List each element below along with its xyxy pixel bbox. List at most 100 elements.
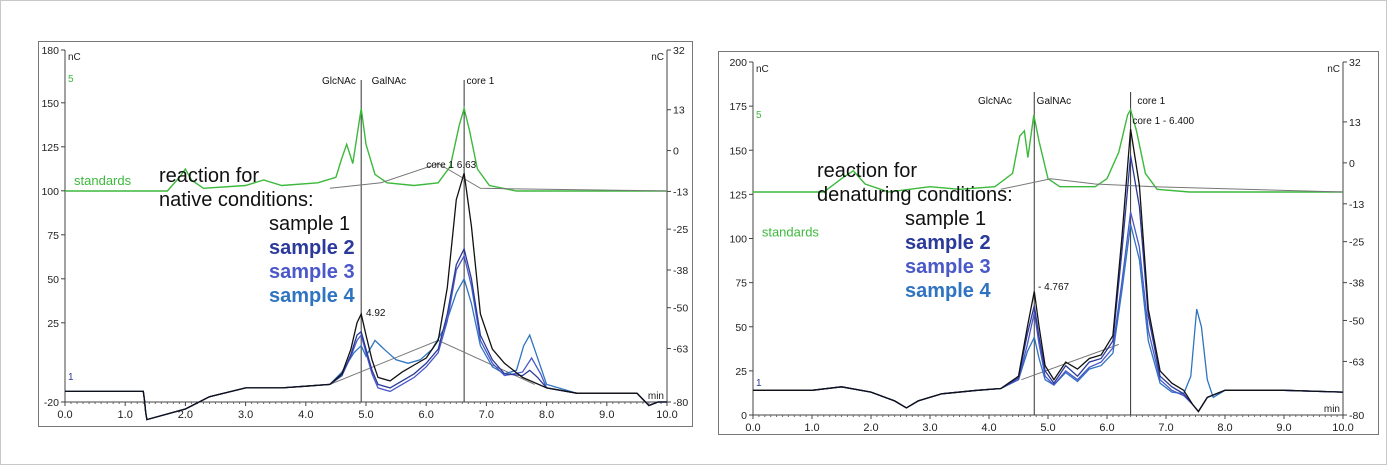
- sample-trace: [753, 224, 1344, 409]
- y-tick-label: 0: [741, 410, 747, 422]
- peak-label-galnac: GalNAc: [372, 76, 406, 87]
- x-tick-label: 5.0: [1040, 422, 1055, 434]
- y2-tick-label: -38: [673, 265, 688, 277]
- x-tick-label: 8.0: [1217, 422, 1232, 434]
- y2-tick-label: -38: [1349, 278, 1364, 290]
- y2-tick-label: -63: [1349, 356, 1364, 368]
- y2-tick-label: -13: [1349, 199, 1364, 211]
- y-tick-label: 180: [41, 45, 59, 57]
- y-tick-label: 50: [47, 274, 59, 286]
- x-tick-label: 4.0: [298, 409, 313, 421]
- legend-item: sample 1: [269, 213, 350, 235]
- standards-label: standards: [74, 173, 132, 188]
- y-axis-label: nC: [756, 64, 769, 75]
- y2-tick-label: -50: [1349, 315, 1364, 327]
- x-tick-label: 3.0: [922, 422, 937, 434]
- x-tick-label: 7.0: [1158, 422, 1173, 434]
- legend-title-line-2: native conditions:: [159, 189, 314, 211]
- y2-tick-label: 32: [673, 45, 685, 57]
- y-axis-label: nC: [68, 52, 81, 63]
- x-tick-label: 6.0: [1099, 422, 1114, 434]
- y-tick-label: 150: [41, 98, 59, 110]
- legend-title-line-1: reaction for: [159, 165, 259, 187]
- y-tick-label: 50: [735, 322, 747, 334]
- legend-item: sample 1: [905, 208, 986, 230]
- y-tick-label: 125: [729, 189, 747, 201]
- y2-tick-label: 13: [1349, 117, 1361, 129]
- x-tick-label: 3.0: [238, 409, 253, 421]
- y2-tick-label: 32: [1349, 57, 1361, 69]
- y-tick-label: 200: [729, 57, 747, 69]
- y-tick-label: 125: [41, 142, 59, 154]
- legend-title-line-2: denaturing conditions:: [817, 184, 1013, 206]
- x-tick-label: 0.0: [745, 422, 760, 434]
- legend-item: sample 4: [269, 285, 355, 307]
- legend-item: sample 4: [905, 280, 991, 302]
- standards-trace: [65, 105, 667, 192]
- x-axis-label: min: [1324, 404, 1340, 415]
- x-tick-label: 9.0: [1276, 422, 1291, 434]
- integration-baseline: [1021, 343, 1119, 381]
- standards-index-label: 5: [68, 74, 74, 85]
- y2-tick-label: -25: [673, 224, 688, 236]
- trace-index-label: 1: [756, 378, 762, 389]
- peak-label-glcnac: GlcNAc: [978, 96, 1012, 107]
- x-tick-label: 1.0: [118, 409, 133, 421]
- y-tick-label: 100: [729, 234, 747, 246]
- x-tick-label: 10.0: [656, 409, 677, 421]
- x-axis-label: min: [648, 391, 664, 402]
- legend-item: sample 3: [269, 261, 355, 283]
- y2-tick-label: -13: [673, 186, 688, 198]
- y-tick-label: 25: [735, 366, 747, 378]
- x-tick-label: 2.0: [863, 422, 878, 434]
- peak-label-glcnac: GlcNAc: [322, 76, 356, 87]
- x-tick-label: 1.0: [804, 422, 819, 434]
- y2-tick-label: -63: [673, 344, 688, 356]
- x-tick-label: 2.0: [178, 409, 193, 421]
- y2-tick-label: 0: [1349, 158, 1355, 170]
- y2-axis-label: nC: [1327, 64, 1340, 75]
- standards-label: standards: [762, 224, 820, 239]
- peak-label-core1: core 1: [466, 76, 494, 87]
- chromatogram-denaturing: 0.0 1.0 2.0 3.0 4.0 5.0 6.0 7.0 8.0 9.0 10.0 min 0 25…: [729, 57, 1364, 434]
- y2-tick-label: 0: [673, 146, 679, 158]
- sample-trace: [753, 128, 1344, 413]
- x-tick-label: 0.0: [57, 409, 72, 421]
- chromatogram-denaturing-panel: 0.0 1.0 2.0 3.0 4.0 5.0 6.0 7.0 8.0 9.0 10.0 min 0 25…: [718, 51, 1379, 435]
- standards-index-label: 5: [756, 110, 762, 121]
- y2-tick-label: 13: [673, 105, 685, 117]
- y2-axis-label: nC: [651, 52, 664, 63]
- annotation-core1: core 1 - 6.400: [1132, 116, 1194, 127]
- y-tick-label: -20: [44, 397, 59, 409]
- annotation-galnac-peak: - 4.767: [1038, 282, 1070, 293]
- annotation-galnac-peak: 4.92: [366, 308, 386, 319]
- legend-item: sample 3: [905, 256, 991, 278]
- y2-tick-label: -25: [1349, 237, 1364, 249]
- y2-tick-label: -80: [1349, 410, 1364, 422]
- annotation-core1: core 1 6.63: [426, 160, 476, 171]
- x-tick-label: 6.0: [419, 409, 434, 421]
- integration-baseline: [1000, 178, 1344, 193]
- x-tick-label: 7.0: [479, 409, 494, 421]
- x-tick-label: 8.0: [539, 409, 554, 421]
- legend-item: sample 2: [269, 237, 355, 259]
- chromatogram-native-panel: 0.0 1.0 2.0 3.0 4.0 5.0 6.0 7.0 8.0 9.0 10.0 min -20…: [38, 41, 693, 427]
- legend-title-line-1: reaction for: [817, 160, 917, 182]
- y-tick-label: 25: [47, 318, 59, 330]
- legend-item: sample 2: [905, 232, 991, 254]
- sample-trace: [65, 173, 667, 421]
- y2-tick-label: -50: [673, 303, 688, 315]
- y2-tick-label: -80: [673, 397, 688, 409]
- y-tick-label: 175: [729, 101, 747, 113]
- y-tick-label: 100: [41, 186, 59, 198]
- x-tick-label: 10.0: [1332, 422, 1353, 434]
- trace-index-label: 1: [68, 372, 74, 383]
- x-tick-label: 5.0: [358, 409, 373, 421]
- peak-label-core1: core 1: [1137, 96, 1165, 107]
- peak-label-galnac: GalNAc: [1037, 96, 1071, 107]
- x-tick-label: 9.0: [599, 409, 614, 421]
- chromatogram-native: 0.0 1.0 2.0 3.0 4.0 5.0 6.0 7.0 8.0 9.0 10.0 min -20…: [41, 45, 688, 421]
- standards-trace: [753, 107, 1343, 193]
- integration-baseline: [329, 162, 668, 192]
- x-tick-label: 4.0: [981, 422, 996, 434]
